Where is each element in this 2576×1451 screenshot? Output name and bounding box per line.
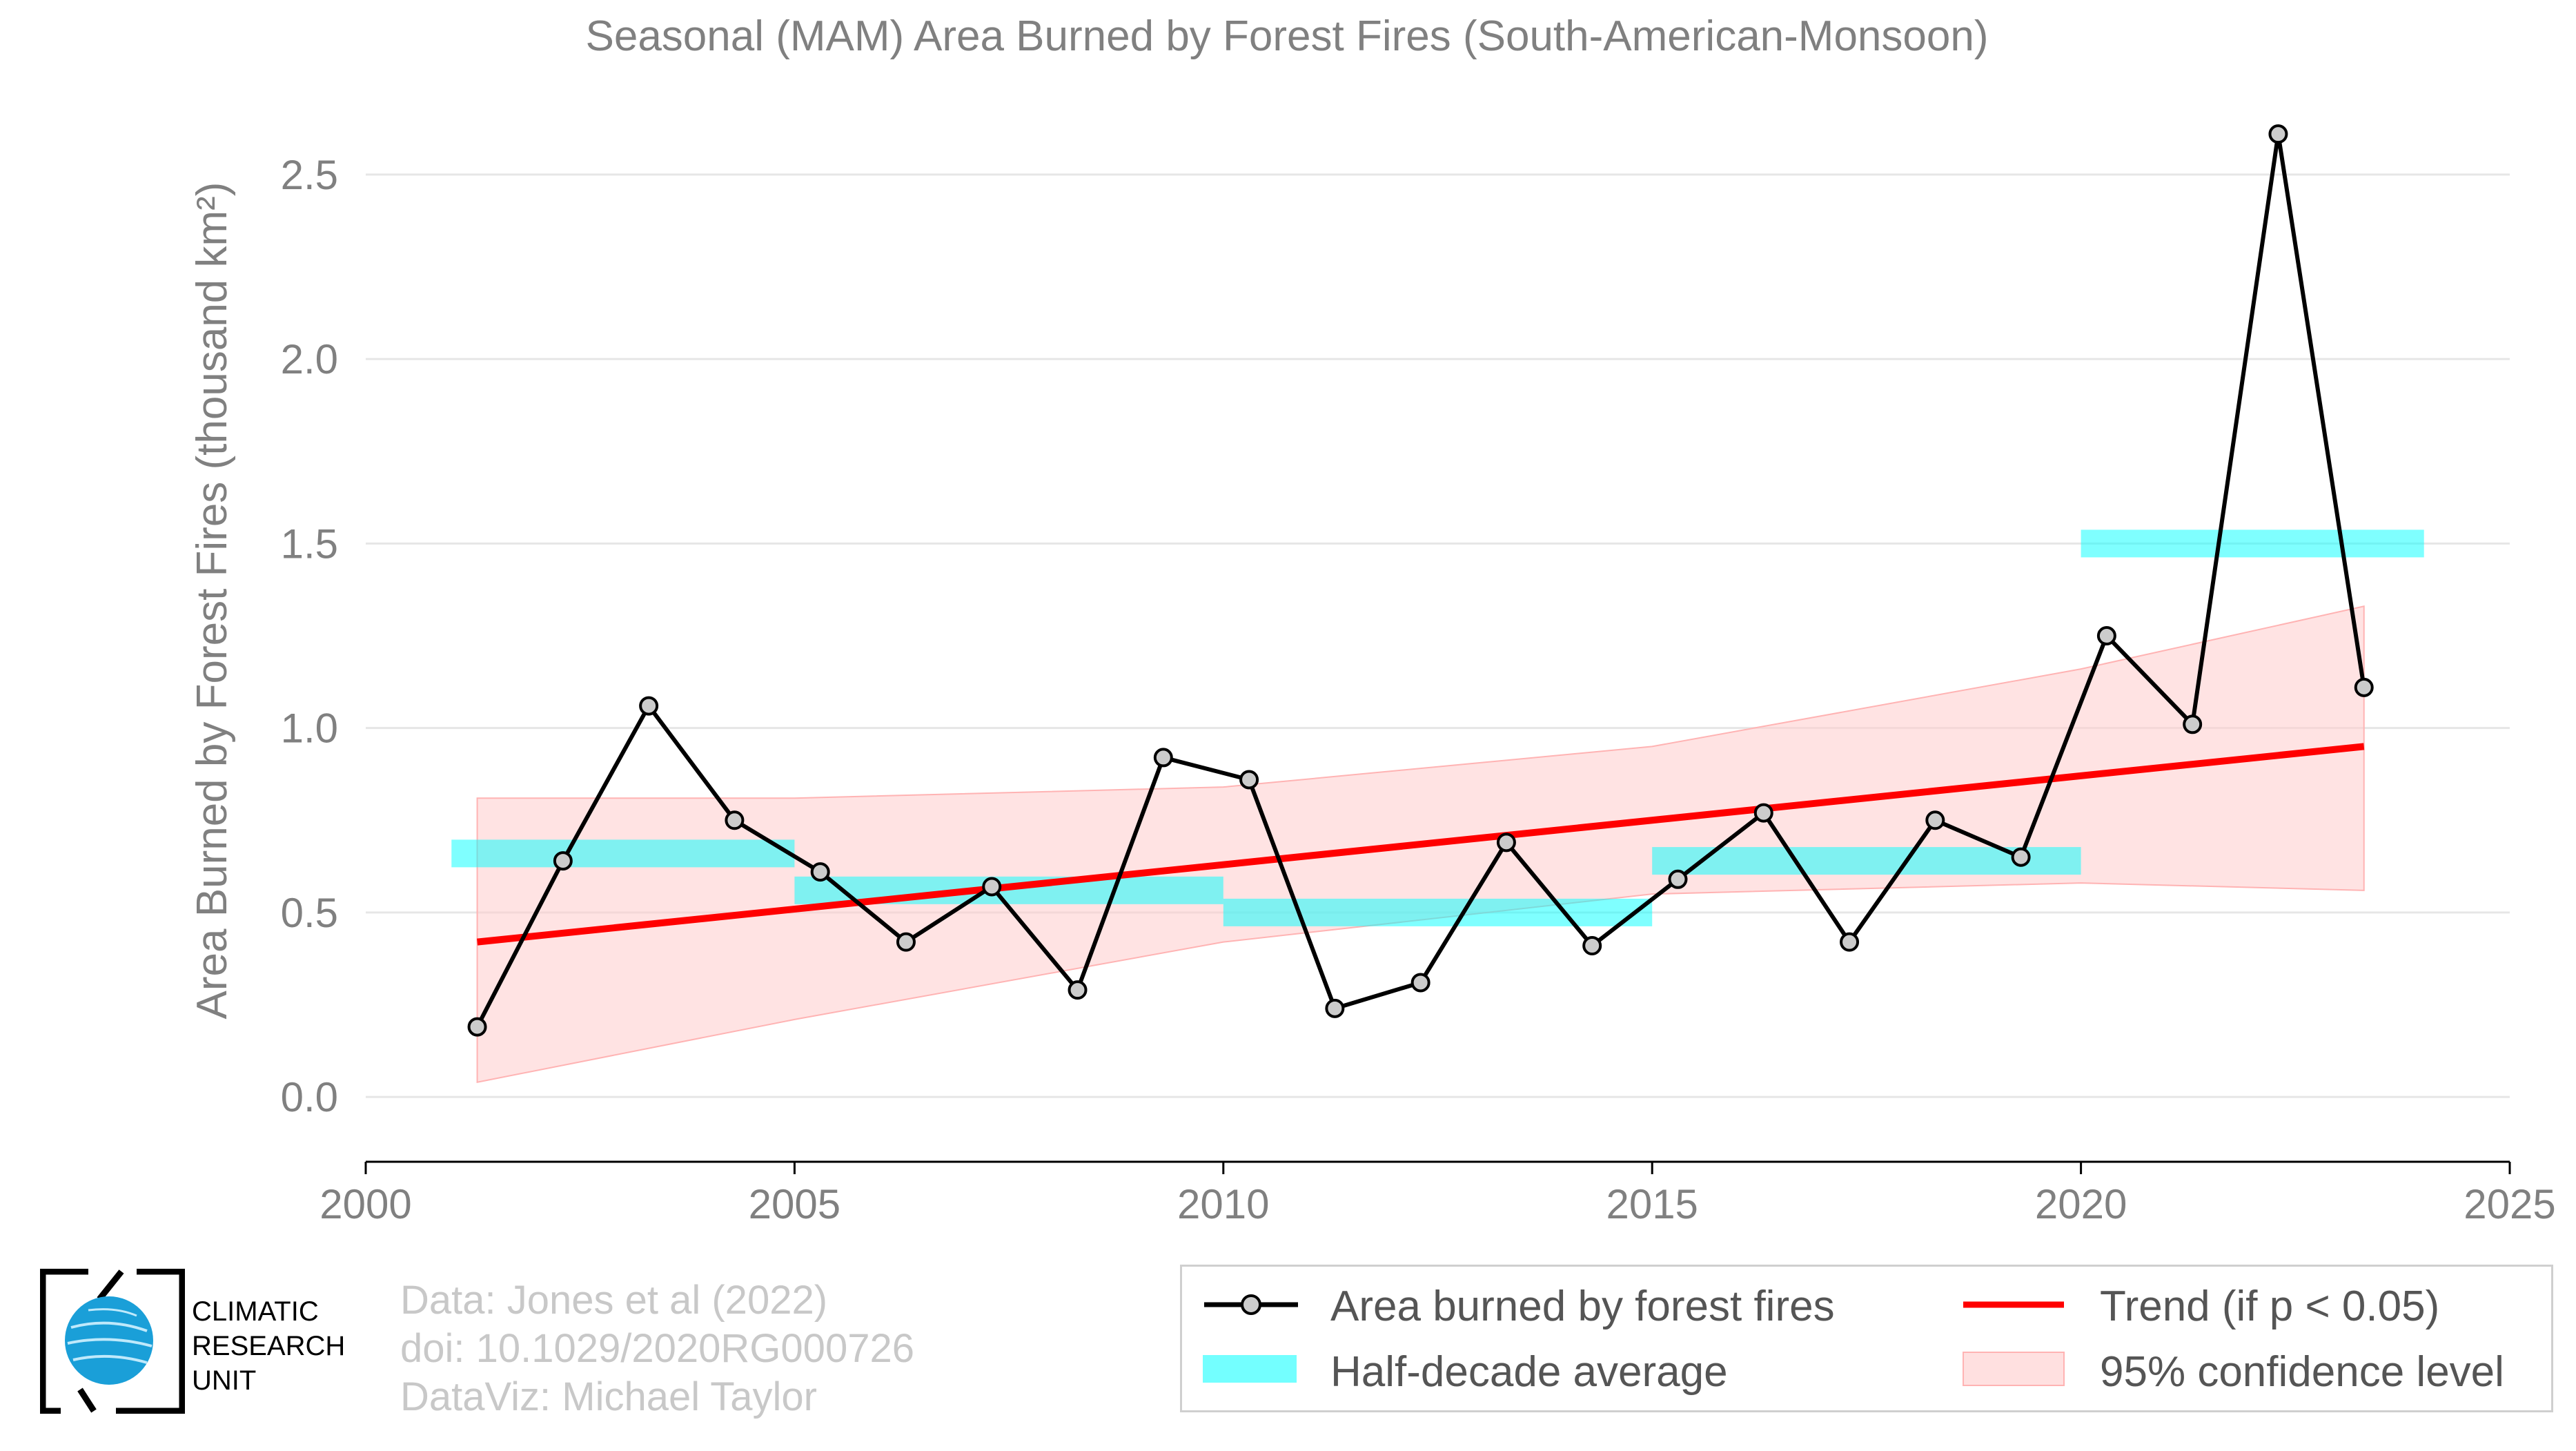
data-point <box>2354 677 2374 697</box>
logo-text-unit: UNIT <box>192 1365 257 1396</box>
data-point <box>1325 998 1345 1018</box>
half-decade-bar <box>1223 898 1653 926</box>
data-point <box>1582 936 1602 955</box>
data-point <box>1753 803 1773 823</box>
chart: Seasonal (MAM) Area Burned by Forest Fir… <box>188 12 2556 1227</box>
logo-text-research: RESEARCH <box>192 1331 346 1361</box>
data-point <box>1496 832 1516 853</box>
y-tick-label: 1.0 <box>281 705 338 752</box>
credit-data: Data: Jones et al (2022) <box>400 1278 828 1323</box>
y-tick-label: 0.5 <box>281 890 338 936</box>
x-tick-label: 2020 <box>2035 1181 2127 1227</box>
data-point <box>1153 748 1173 768</box>
data-point <box>1068 980 1088 1000</box>
data-point <box>725 810 745 830</box>
data-point <box>896 932 916 952</box>
half-decade-bar <box>2081 529 2424 558</box>
x-tick-label: 2005 <box>749 1181 840 1227</box>
x-tick-label: 2000 <box>319 1181 411 1227</box>
y-tick-label: 0.0 <box>281 1074 338 1120</box>
legend-series-label: Area burned by forest fires <box>1330 1283 1835 1330</box>
legend: Area burned by forest fires Trend (if p … <box>1180 1265 2553 1412</box>
y-tick-label: 2.0 <box>281 336 338 382</box>
axes: 2000 2005 2010 2015 2020 2025 <box>319 1160 2556 1227</box>
data-point <box>810 862 830 882</box>
chart-title: Seasonal (MAM) Area Burned by Forest Fir… <box>585 12 1988 60</box>
data-point <box>467 1017 487 1037</box>
x-tick-label: 2025 <box>2464 1181 2555 1227</box>
data-point <box>982 877 1002 897</box>
data-point <box>2011 847 2031 867</box>
cru-logo <box>40 1269 185 1414</box>
data-point <box>2268 124 2288 144</box>
y-tick-label: 2.5 <box>281 152 338 198</box>
data-point <box>1840 932 1860 952</box>
data-point <box>1925 810 1945 830</box>
y-tick-label: 1.5 <box>281 520 338 567</box>
data-point <box>553 851 573 871</box>
half-decade-bar <box>451 839 795 868</box>
y-axis-label: Area Burned by Forest Fires (thousand km… <box>188 182 236 1020</box>
data-point <box>1668 869 1688 889</box>
data-point <box>1239 770 1259 790</box>
data-point <box>2096 626 2116 646</box>
series-layer <box>467 124 2374 1037</box>
legend-band-label: 95% confidence level <box>2100 1348 2504 1396</box>
credit-dataviz: DataViz: Michael Taylor <box>400 1374 817 1419</box>
legend-trend-symbol <box>1963 1301 2064 1308</box>
x-tick-label: 2010 <box>1177 1181 1269 1227</box>
data-point <box>2183 714 2203 734</box>
data-point <box>1410 973 1430 993</box>
legend-trend-label: Trend (if p < 0.05) <box>2100 1283 2440 1330</box>
x-tick-label: 2015 <box>1606 1181 1698 1227</box>
credit-doi: doi: 10.1029/2020RG000726 <box>400 1326 914 1371</box>
legend-band-symbol <box>1963 1352 2065 1386</box>
data-point <box>639 696 659 716</box>
logo-text-climatic: CLIMATIC <box>192 1296 319 1327</box>
legend-avg-symbol <box>1203 1355 1297 1383</box>
legend-avg-label: Half-decade average <box>1330 1348 1728 1396</box>
legend-series-symbol <box>1204 1294 1298 1315</box>
